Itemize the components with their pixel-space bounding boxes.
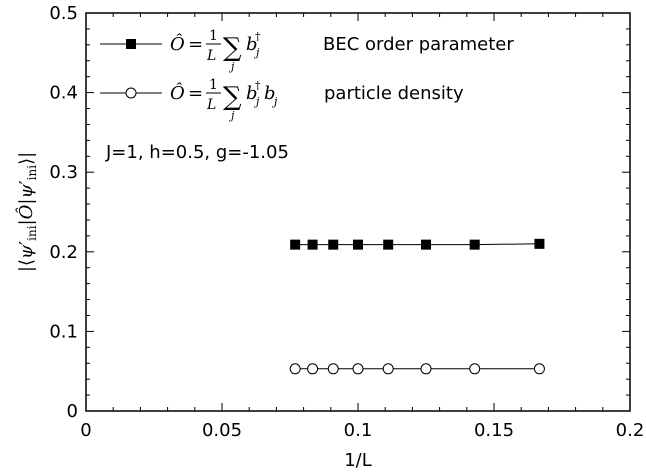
x-tick-label: 0 xyxy=(80,420,91,441)
legend-entry-bec: Ô = 1 L ∑ j b j † BEC order parameter xyxy=(100,28,514,73)
data-point-bec xyxy=(383,239,394,250)
legend-label-bec: BEC order parameter xyxy=(323,34,514,55)
x-tick-label: 0.1 xyxy=(344,420,373,441)
x-tick-label: 0.2 xyxy=(616,420,645,441)
data-point-density xyxy=(327,363,339,375)
data-point-density xyxy=(469,363,481,375)
legend: Ô = 1 L ∑ j b j † BEC order parameter Ô … xyxy=(100,28,514,122)
svg-text:†: † xyxy=(255,79,261,92)
y-axis-title: |⟨ψ′ini|Ô|ψ′ini⟩| xyxy=(14,152,39,272)
legend-formula-density: Ô = 1 L ∑ j b j † b j xyxy=(170,77,278,122)
data-point-density xyxy=(420,363,432,375)
svg-text:b: b xyxy=(264,83,276,104)
x-tick-label: 0.15 xyxy=(474,420,514,441)
plot-frame xyxy=(85,12,631,412)
y-tick-label: 0.3 xyxy=(49,162,78,183)
data-point-density xyxy=(289,363,301,375)
svg-text:1: 1 xyxy=(209,77,218,93)
svg-text:Ô: Ô xyxy=(170,81,185,104)
legend-entry-density: Ô = 1 L ∑ j b j † b j particle density xyxy=(100,77,464,122)
data-point-bec xyxy=(534,238,545,249)
x-axis-title: 1/L xyxy=(344,450,372,471)
data-point-density xyxy=(382,363,394,375)
data-point-bec xyxy=(469,239,480,250)
legend-formula-bec: Ô = 1 L ∑ j b j † xyxy=(170,28,261,73)
x-axis-ticks: 0 0.05 0.1 0.15 0.2 xyxy=(80,13,644,441)
y-tick-label: 0.1 xyxy=(49,321,78,342)
svg-text:=: = xyxy=(188,34,203,55)
data-point-bec xyxy=(307,239,318,250)
svg-text:Ô: Ô xyxy=(170,32,185,55)
data-point-bec xyxy=(328,239,339,250)
y-tick-label: 0.4 xyxy=(49,83,78,104)
y-axis-ticks: 0 0.1 0.2 0.3 0.4 0.5 xyxy=(49,3,630,422)
data-point-density xyxy=(352,363,364,375)
svg-text:1: 1 xyxy=(209,28,218,44)
svg-text:j: j xyxy=(253,46,260,59)
y-tick-label: 0.5 xyxy=(49,3,78,24)
series-lines xyxy=(295,243,540,370)
data-point-bec xyxy=(290,239,301,250)
x-tick-label: 0.05 xyxy=(202,420,242,441)
svg-text:|⟨ψ′ini|Ô|ψ′ini⟩|: |⟨ψ′ini|Ô|ψ′ini⟩| xyxy=(14,152,39,272)
parameter-annotation: J=1, h=0.5, g=-1.05 xyxy=(105,142,289,163)
y-tick-label: 0 xyxy=(67,401,78,422)
svg-text:∑: ∑ xyxy=(223,82,242,112)
series-markers xyxy=(289,238,545,375)
svg-text:j: j xyxy=(253,95,260,108)
svg-text:†: † xyxy=(255,30,261,43)
svg-text:L: L xyxy=(206,97,216,113)
legend-marker-density xyxy=(125,87,137,99)
data-point-density xyxy=(533,363,545,375)
svg-text:j: j xyxy=(228,109,235,122)
svg-text:L: L xyxy=(206,48,216,64)
data-point-bec xyxy=(421,239,431,250)
data-point-bec xyxy=(353,239,363,250)
svg-text:b: b xyxy=(246,34,258,55)
svg-text:=: = xyxy=(188,83,203,104)
svg-text:b: b xyxy=(246,83,258,104)
y-tick-label: 0.2 xyxy=(49,242,78,263)
data-point-density xyxy=(307,363,319,375)
svg-text:j: j xyxy=(228,60,235,73)
legend-label-density: particle density xyxy=(324,83,464,104)
svg-text:j: j xyxy=(271,95,278,108)
svg-text:∑: ∑ xyxy=(223,33,242,63)
legend-marker-bec xyxy=(126,39,136,49)
